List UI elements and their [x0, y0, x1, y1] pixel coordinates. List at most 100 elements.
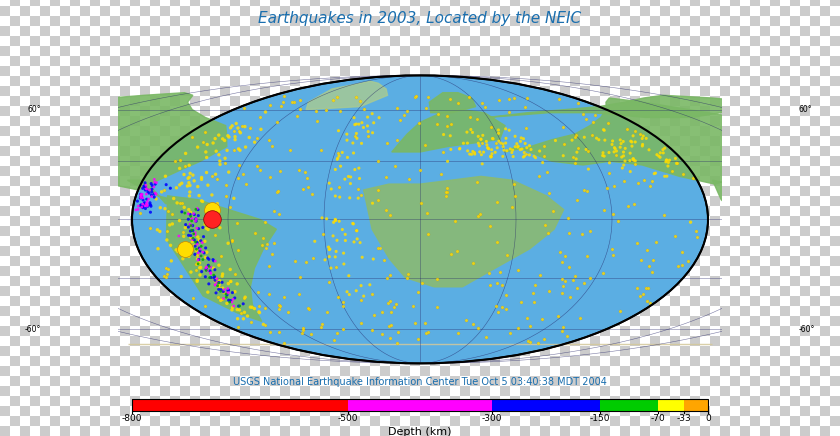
Point: [182, 174, 196, 181]
Point: [220, 147, 234, 154]
Point: [489, 303, 502, 310]
Bar: [310, 356, 320, 366]
Bar: [470, 126, 480, 136]
Bar: [680, 176, 690, 186]
Bar: [170, 376, 180, 386]
Bar: [140, 206, 150, 216]
Bar: [132, 399, 708, 412]
Point: [523, 323, 537, 330]
Bar: [60, 226, 70, 236]
Point: [195, 198, 208, 204]
Bar: [290, 6, 300, 16]
Bar: [460, 146, 470, 156]
Bar: [260, 376, 270, 386]
Bar: [670, 396, 680, 406]
Bar: [560, 176, 570, 186]
Bar: [590, 196, 600, 206]
Bar: [240, 376, 250, 386]
Bar: [610, 26, 620, 36]
Bar: [360, 416, 370, 426]
Bar: [60, 396, 70, 406]
Bar: [520, 76, 530, 86]
Bar: [60, 346, 70, 356]
Bar: [670, 366, 680, 376]
Bar: [720, 146, 730, 156]
Bar: [510, 166, 520, 176]
Bar: [340, 46, 350, 56]
Point: [669, 160, 683, 167]
Bar: [700, 316, 710, 326]
Bar: [640, 216, 650, 226]
Bar: [690, 96, 700, 106]
Bar: [580, 386, 590, 396]
Bar: [110, 266, 120, 276]
Bar: [430, 286, 440, 296]
Bar: [230, 356, 240, 366]
Bar: [340, 286, 350, 296]
Bar: [300, 226, 310, 236]
Bar: [830, 26, 840, 36]
Bar: [670, 16, 680, 26]
Bar: [190, 146, 200, 156]
Bar: [590, 96, 600, 106]
Point: [339, 237, 352, 244]
Bar: [610, 276, 620, 286]
Bar: [360, 376, 370, 386]
Point: [670, 159, 684, 166]
Bar: [590, 246, 600, 256]
Point: [244, 303, 257, 310]
Bar: [510, 116, 520, 126]
Bar: [140, 316, 150, 326]
Bar: [510, 196, 520, 206]
Bar: [500, 96, 510, 106]
Bar: [830, 246, 840, 256]
Bar: [490, 86, 500, 96]
Point: [354, 282, 368, 289]
Bar: [200, 406, 210, 416]
Bar: [80, 366, 90, 376]
Bar: [120, 396, 130, 406]
Point: [323, 245, 337, 252]
Point: [527, 290, 540, 296]
Bar: [560, 376, 570, 386]
Point: [139, 191, 153, 198]
Bar: [690, 336, 700, 346]
Bar: [110, 206, 120, 216]
Point: [198, 221, 212, 228]
Bar: [400, 246, 410, 256]
Bar: [250, 66, 260, 76]
Bar: [60, 76, 70, 86]
Bar: [490, 266, 500, 276]
Bar: [100, 226, 110, 236]
Bar: [230, 336, 240, 346]
Polygon shape: [128, 180, 181, 204]
Bar: [260, 196, 270, 206]
Point: [451, 330, 465, 337]
Bar: [290, 366, 300, 376]
Bar: [650, 236, 660, 246]
Bar: [320, 0, 330, 6]
Bar: [80, 396, 90, 406]
Bar: [370, 236, 380, 246]
Bar: [360, 56, 370, 66]
Bar: [380, 376, 390, 386]
Bar: [110, 176, 120, 186]
Point: [387, 303, 401, 310]
Bar: [610, 146, 620, 156]
Point: [444, 146, 458, 153]
Bar: [680, 326, 690, 336]
Bar: [140, 426, 150, 436]
Bar: [440, 246, 450, 256]
Bar: [360, 286, 370, 296]
Bar: [120, 426, 130, 436]
Point: [633, 292, 647, 299]
Point: [218, 137, 231, 144]
Bar: [420, 406, 430, 416]
Bar: [470, 306, 480, 316]
Bar: [120, 406, 130, 416]
Point: [186, 236, 199, 243]
Point: [253, 113, 266, 120]
Bar: [180, 286, 190, 296]
Point: [287, 99, 301, 106]
Point: [418, 141, 432, 148]
